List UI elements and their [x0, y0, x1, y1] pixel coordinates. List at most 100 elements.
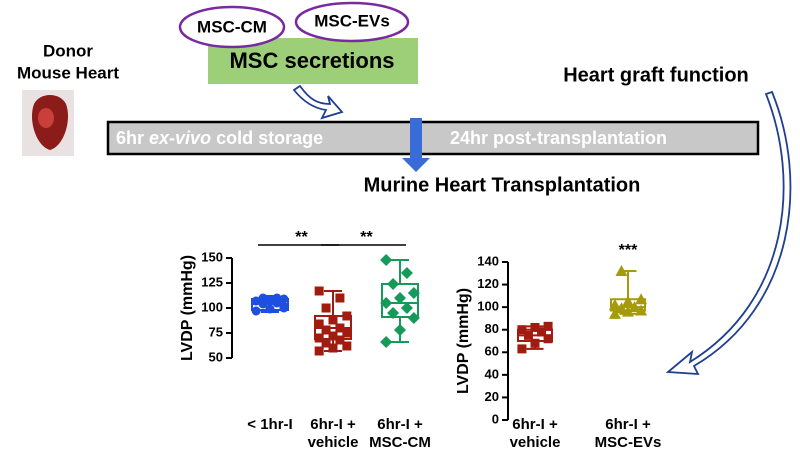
y-axis-label: LVDP (mmHg) [179, 255, 196, 361]
x-tick-label: 6hr-I + vehicle [510, 416, 561, 451]
point [321, 303, 331, 313]
x-tick-label: 6hr-I + MSC-CM [369, 416, 431, 451]
evs-ellipse [294, 1, 410, 43]
point [279, 303, 289, 313]
cm-ellipse [178, 5, 286, 49]
point [622, 295, 634, 307]
cm-label: MSC-CM [197, 17, 267, 36]
point [328, 315, 338, 325]
significance-label: ** [360, 229, 373, 246]
point [272, 293, 282, 303]
point [400, 267, 413, 279]
y-axis-label: LVDP (mmHg) [455, 288, 472, 394]
arrow [665, 90, 792, 376]
point [530, 322, 540, 332]
point [608, 298, 621, 310]
significance-label: ** [295, 229, 308, 246]
point [517, 344, 527, 354]
x-tick-label: < 1hr-I [247, 416, 292, 433]
point [380, 254, 393, 266]
point [335, 293, 345, 303]
y-tick-label: 100 [201, 299, 223, 314]
storage-part: 6hr [116, 128, 144, 148]
point [251, 296, 261, 306]
storage-label: 6hr ex-vivo cold storage [116, 128, 323, 148]
x-tick-line: vehicle [510, 434, 561, 451]
point [400, 302, 413, 314]
x-tick-line: 6hr-I + [377, 416, 423, 433]
point [265, 295, 275, 305]
point [321, 338, 331, 348]
point [279, 294, 289, 304]
x-tick-label: 6hr-I + MSC-EVs [595, 416, 662, 451]
point [380, 297, 393, 309]
point [314, 319, 324, 329]
point [387, 278, 400, 290]
y-tick-label: 150 [201, 249, 223, 264]
storage-part: ex-vivo [149, 128, 211, 148]
point [314, 333, 324, 343]
x-tick-line: vehicle [308, 434, 359, 451]
point [342, 341, 352, 351]
point [635, 293, 648, 305]
point [314, 286, 324, 296]
y-tick-label: 125 [201, 274, 223, 289]
point [328, 331, 338, 341]
y-tick-label: 20 [485, 389, 499, 404]
y-tick-label: 50 [209, 349, 223, 364]
x-tick-line: 6hr-I + [310, 416, 356, 433]
y-tick-label: 100 [477, 299, 499, 314]
point [335, 323, 345, 333]
transplant-label: Murine Heart Transplantation [364, 174, 641, 196]
evs-label: MSC-EVs [314, 11, 390, 30]
point [530, 338, 540, 348]
box [381, 283, 419, 318]
y-tick-label: 120 [477, 276, 499, 291]
point [523, 330, 533, 340]
y-tick-label: 75 [209, 324, 223, 339]
timeline-bar [106, 120, 760, 156]
y-tick-label: 0 [492, 411, 499, 426]
donor-label: Donor [43, 41, 93, 60]
y-tick-label: 140 [477, 253, 499, 268]
point [608, 307, 621, 319]
point [314, 346, 324, 356]
point [380, 336, 393, 348]
point [622, 305, 634, 317]
heart-image [22, 90, 74, 156]
outcome-label: Heart graft function [563, 64, 749, 86]
x-tick-line: MSC-EVs [595, 434, 662, 451]
point [342, 328, 352, 338]
point [335, 335, 345, 345]
arrow [402, 118, 430, 172]
point [407, 287, 420, 299]
point [543, 321, 553, 331]
significance-label: *** [619, 242, 638, 259]
point [615, 265, 628, 277]
point [265, 304, 275, 314]
y-tick-label: 60 [485, 344, 499, 359]
point [517, 325, 527, 335]
point [394, 324, 406, 336]
point [394, 292, 406, 304]
x-tick-line: MSC-CM [369, 434, 431, 451]
x-tick-line: 6hr-I + [512, 416, 558, 433]
point [258, 293, 268, 303]
point [628, 301, 641, 313]
arrow [292, 84, 344, 120]
point [328, 343, 338, 353]
y-tick-label: 40 [485, 366, 499, 381]
point [342, 311, 352, 321]
y-tick-label: 80 [485, 321, 499, 336]
x-tick-line: 6hr-I + [605, 416, 651, 433]
point [407, 312, 420, 324]
point [615, 302, 628, 314]
point [387, 307, 400, 319]
donor-label: Mouse Heart [17, 63, 119, 82]
point [537, 327, 547, 337]
storage-part: cold storage [216, 128, 323, 148]
point [635, 304, 648, 316]
point [543, 334, 553, 344]
point [251, 306, 261, 316]
